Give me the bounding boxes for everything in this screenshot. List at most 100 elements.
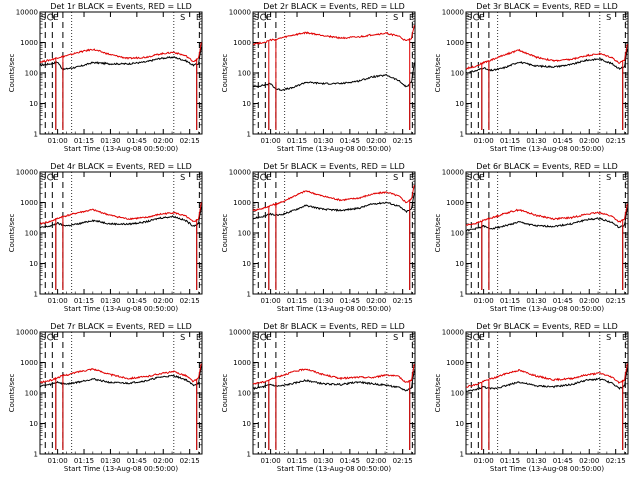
x-tick-label: 02:15 [606, 457, 626, 465]
x-tick-label: 02:00 [153, 297, 173, 305]
x-tick-label: 02:00 [153, 137, 173, 145]
y-tick-label: 10 [242, 420, 251, 428]
y-tick-label: 10 [29, 420, 38, 428]
panel-det-5: Det 5r BLACK = Events, RED = LLD 1 10 100 10… [221, 162, 416, 313]
x-tick-label: 01:30 [313, 297, 333, 305]
interval-marker: E [196, 333, 201, 342]
x-tick-label: 01:45 [127, 137, 147, 145]
panel-title: Det 7r BLACK = Events, RED = LLD [50, 322, 192, 331]
y-axis-label: Counts/sec [221, 374, 229, 413]
y-axis-label: Counts/sec [221, 214, 229, 253]
y-tick-label: 1 [460, 451, 464, 459]
interval-marker: E [53, 173, 58, 182]
x-tick-label: 02:00 [579, 297, 599, 305]
interval-marker: E [196, 173, 201, 182]
y-tick-label: 10 [455, 260, 464, 268]
x-tick-label: 01:45 [340, 297, 360, 305]
y-tick-label: 10000 [442, 9, 464, 17]
plot-frame [465, 171, 629, 295]
x-tick-label: 01:00 [474, 297, 494, 305]
x-tick-label: 01:00 [261, 297, 281, 305]
y-tick-label: 100 [25, 390, 38, 398]
interval-marker: S [180, 333, 185, 342]
x-axis-label: Start Time (13-Aug-08 00:50:00) [277, 145, 391, 153]
y-axis-label: Counts/sec [434, 54, 442, 93]
interval-marker: E [479, 173, 484, 182]
x-tick-label: 01:30 [313, 457, 333, 465]
interval-marker: E [622, 173, 627, 182]
x-axis-label: Start Time (13-Aug-08 00:50:00) [277, 465, 391, 473]
series-lld-line [465, 44, 628, 130]
interval-marker: S [606, 333, 611, 342]
y-tick-label: 1 [460, 131, 464, 139]
y-tick-label: 1 [34, 291, 38, 299]
x-tick-label: 01:00 [48, 137, 68, 145]
panel-title: Det 1r BLACK = Events, RED = LLD [50, 2, 192, 11]
x-tick-label: 02:15 [393, 297, 413, 305]
interval-marker: E [409, 333, 414, 342]
y-tick-label: 1000 [233, 199, 251, 207]
y-tick-label: 100 [451, 390, 464, 398]
panel-det-2: Det 2r BLACK = Events, RED = LLD 1 10 100 10… [221, 2, 416, 153]
interval-marker: S [41, 333, 46, 342]
interval-marker: S [467, 333, 472, 342]
x-tick-label: 02:00 [366, 457, 386, 465]
y-tick-label: 10000 [229, 169, 251, 177]
interval-marker: E [53, 13, 58, 22]
panel-title: Det 9r BLACK = Events, RED = LLD [476, 322, 618, 331]
x-tick-label: 02:00 [366, 297, 386, 305]
y-tick-label: 10 [455, 420, 464, 428]
series-lld-line [39, 42, 202, 130]
y-axis-label: Counts/sec [434, 214, 442, 253]
x-axis-label: Start Time (13-Aug-08 00:50:00) [64, 305, 178, 313]
x-tick-label: 01:30 [100, 297, 120, 305]
series-events-line [39, 46, 202, 130]
y-axis-label: Counts/sec [8, 214, 16, 253]
marker-circle [473, 173, 480, 181]
series-lld-line [465, 363, 628, 450]
x-axis-label: Start Time (13-Aug-08 00:50:00) [64, 145, 178, 153]
panel-title: Det 2r BLACK = Events, RED = LLD [263, 2, 405, 11]
x-axis-label: Start Time (13-Aug-08 00:50:00) [490, 145, 604, 153]
interval-marker: S [254, 173, 259, 182]
x-tick-label: 01:15 [287, 137, 307, 145]
series-events-line [39, 365, 202, 450]
x-tick-label: 01:45 [340, 457, 360, 465]
x-axis-label: Start Time (13-Aug-08 00:50:00) [490, 465, 604, 473]
marker-circle [47, 173, 54, 181]
plot-frame [252, 331, 416, 455]
interval-marker: E [266, 13, 271, 22]
panel-det-1: Det 1r BLACK = Events, RED = LLD 1 10 100 10… [8, 2, 203, 153]
y-axis-label: Counts/sec [8, 54, 16, 93]
interval-marker: E [409, 173, 414, 182]
panel-title: Det 8r BLACK = Events, RED = LLD [263, 322, 405, 331]
y-tick-label: 1000 [20, 359, 38, 367]
x-tick-label: 02:15 [180, 297, 200, 305]
series-lld-line [465, 203, 628, 290]
x-tick-label: 02:15 [606, 297, 626, 305]
panel-det-8: Det 8r BLACK = Events, RED = LLD 1 10 100 10… [221, 322, 416, 473]
x-tick-label: 02:00 [579, 137, 599, 145]
x-tick-label: 01:45 [127, 297, 147, 305]
series-events-line [252, 62, 415, 130]
x-tick-label: 01:15 [500, 297, 520, 305]
panel-title: Det 5r BLACK = Events, RED = LLD [263, 162, 405, 171]
x-tick-label: 02:15 [180, 457, 200, 465]
marker-circle [47, 333, 54, 341]
y-tick-label: 100 [451, 70, 464, 78]
y-tick-label: 10000 [16, 169, 38, 177]
x-tick-label: 01:00 [48, 457, 68, 465]
y-axis-label: Counts/sec [8, 374, 16, 413]
series-events-line [252, 370, 415, 450]
y-tick-label: 100 [238, 390, 251, 398]
y-tick-label: 1000 [20, 39, 38, 47]
x-tick-label: 01:15 [74, 457, 94, 465]
x-tick-label: 01:15 [74, 297, 94, 305]
plot-frame [39, 171, 203, 295]
x-tick-label: 02:00 [153, 457, 173, 465]
y-tick-label: 1000 [233, 359, 251, 367]
x-tick-label: 01:30 [100, 137, 120, 145]
interval-marker: E [266, 333, 271, 342]
interval-marker: S [393, 173, 398, 182]
